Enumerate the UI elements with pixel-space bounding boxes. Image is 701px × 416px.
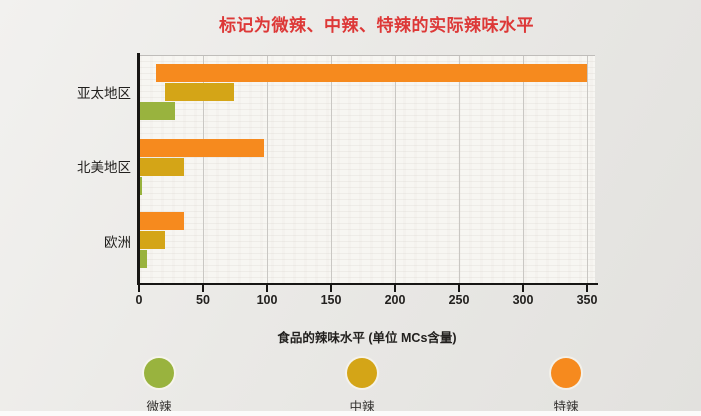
tick-label-50: 50 — [196, 293, 210, 307]
gridline-300 — [523, 56, 524, 284]
gridline-150 — [331, 56, 332, 284]
tick-350 — [586, 285, 588, 292]
category-label-欧洲: 欧洲 — [104, 235, 131, 250]
bar-欧洲-特辣 — [139, 212, 184, 230]
tick-label-350: 350 — [576, 293, 598, 307]
tick-300 — [522, 285, 524, 292]
tick-label-100: 100 — [256, 293, 278, 307]
gridline-250 — [459, 56, 460, 284]
bar-亚太地区-特辣 — [156, 64, 587, 82]
tick-label-0: 0 — [135, 293, 143, 307]
bar-欧洲-微辣 — [139, 250, 147, 268]
tick-50 — [202, 285, 204, 292]
legend-label-特辣: 特辣 — [553, 400, 579, 414]
x-axis-line — [137, 283, 598, 285]
y-axis-line — [137, 53, 140, 284]
tick-label-150: 150 — [320, 293, 342, 307]
category-label-北美地区: 北美地区 — [77, 160, 131, 175]
tick-150 — [330, 285, 332, 292]
category-label-亚太地区: 亚太地区 — [77, 86, 131, 101]
gridline-100 — [267, 56, 268, 284]
bar-北美地区-特辣 — [139, 139, 264, 157]
bottom-strip — [0, 411, 701, 416]
tick-250 — [458, 285, 460, 292]
legend-label-微辣: 微辣 — [146, 400, 172, 414]
gridline-200 — [395, 56, 396, 284]
legend-swatch-微辣 — [144, 358, 174, 388]
tick-label-300: 300 — [512, 293, 534, 307]
bar-亚太地区-中辣 — [165, 83, 234, 101]
legend-swatch-中辣 — [347, 358, 377, 388]
tick-100 — [266, 285, 268, 292]
bar-北美地区-中辣 — [139, 158, 184, 176]
tick-0 — [138, 285, 140, 292]
tick-label-200: 200 — [384, 293, 406, 307]
bar-北美地区-微辣 — [139, 177, 142, 195]
plot-area — [139, 55, 595, 284]
x-axis-title: 食品的辣味水平 (单位 MCs含量) — [277, 331, 457, 345]
tick-200 — [394, 285, 396, 292]
gridline-350 — [587, 56, 588, 284]
legend-label-中辣: 中辣 — [349, 400, 375, 414]
gridline-50 — [203, 56, 204, 284]
tick-label-250: 250 — [448, 293, 470, 307]
chart-title: 标记为微辣、中辣、特辣的实际辣味水平 — [219, 16, 534, 35]
bar-亚太地区-微辣 — [139, 102, 175, 120]
bar-欧洲-中辣 — [139, 231, 165, 249]
legend-swatch-特辣 — [551, 358, 581, 388]
